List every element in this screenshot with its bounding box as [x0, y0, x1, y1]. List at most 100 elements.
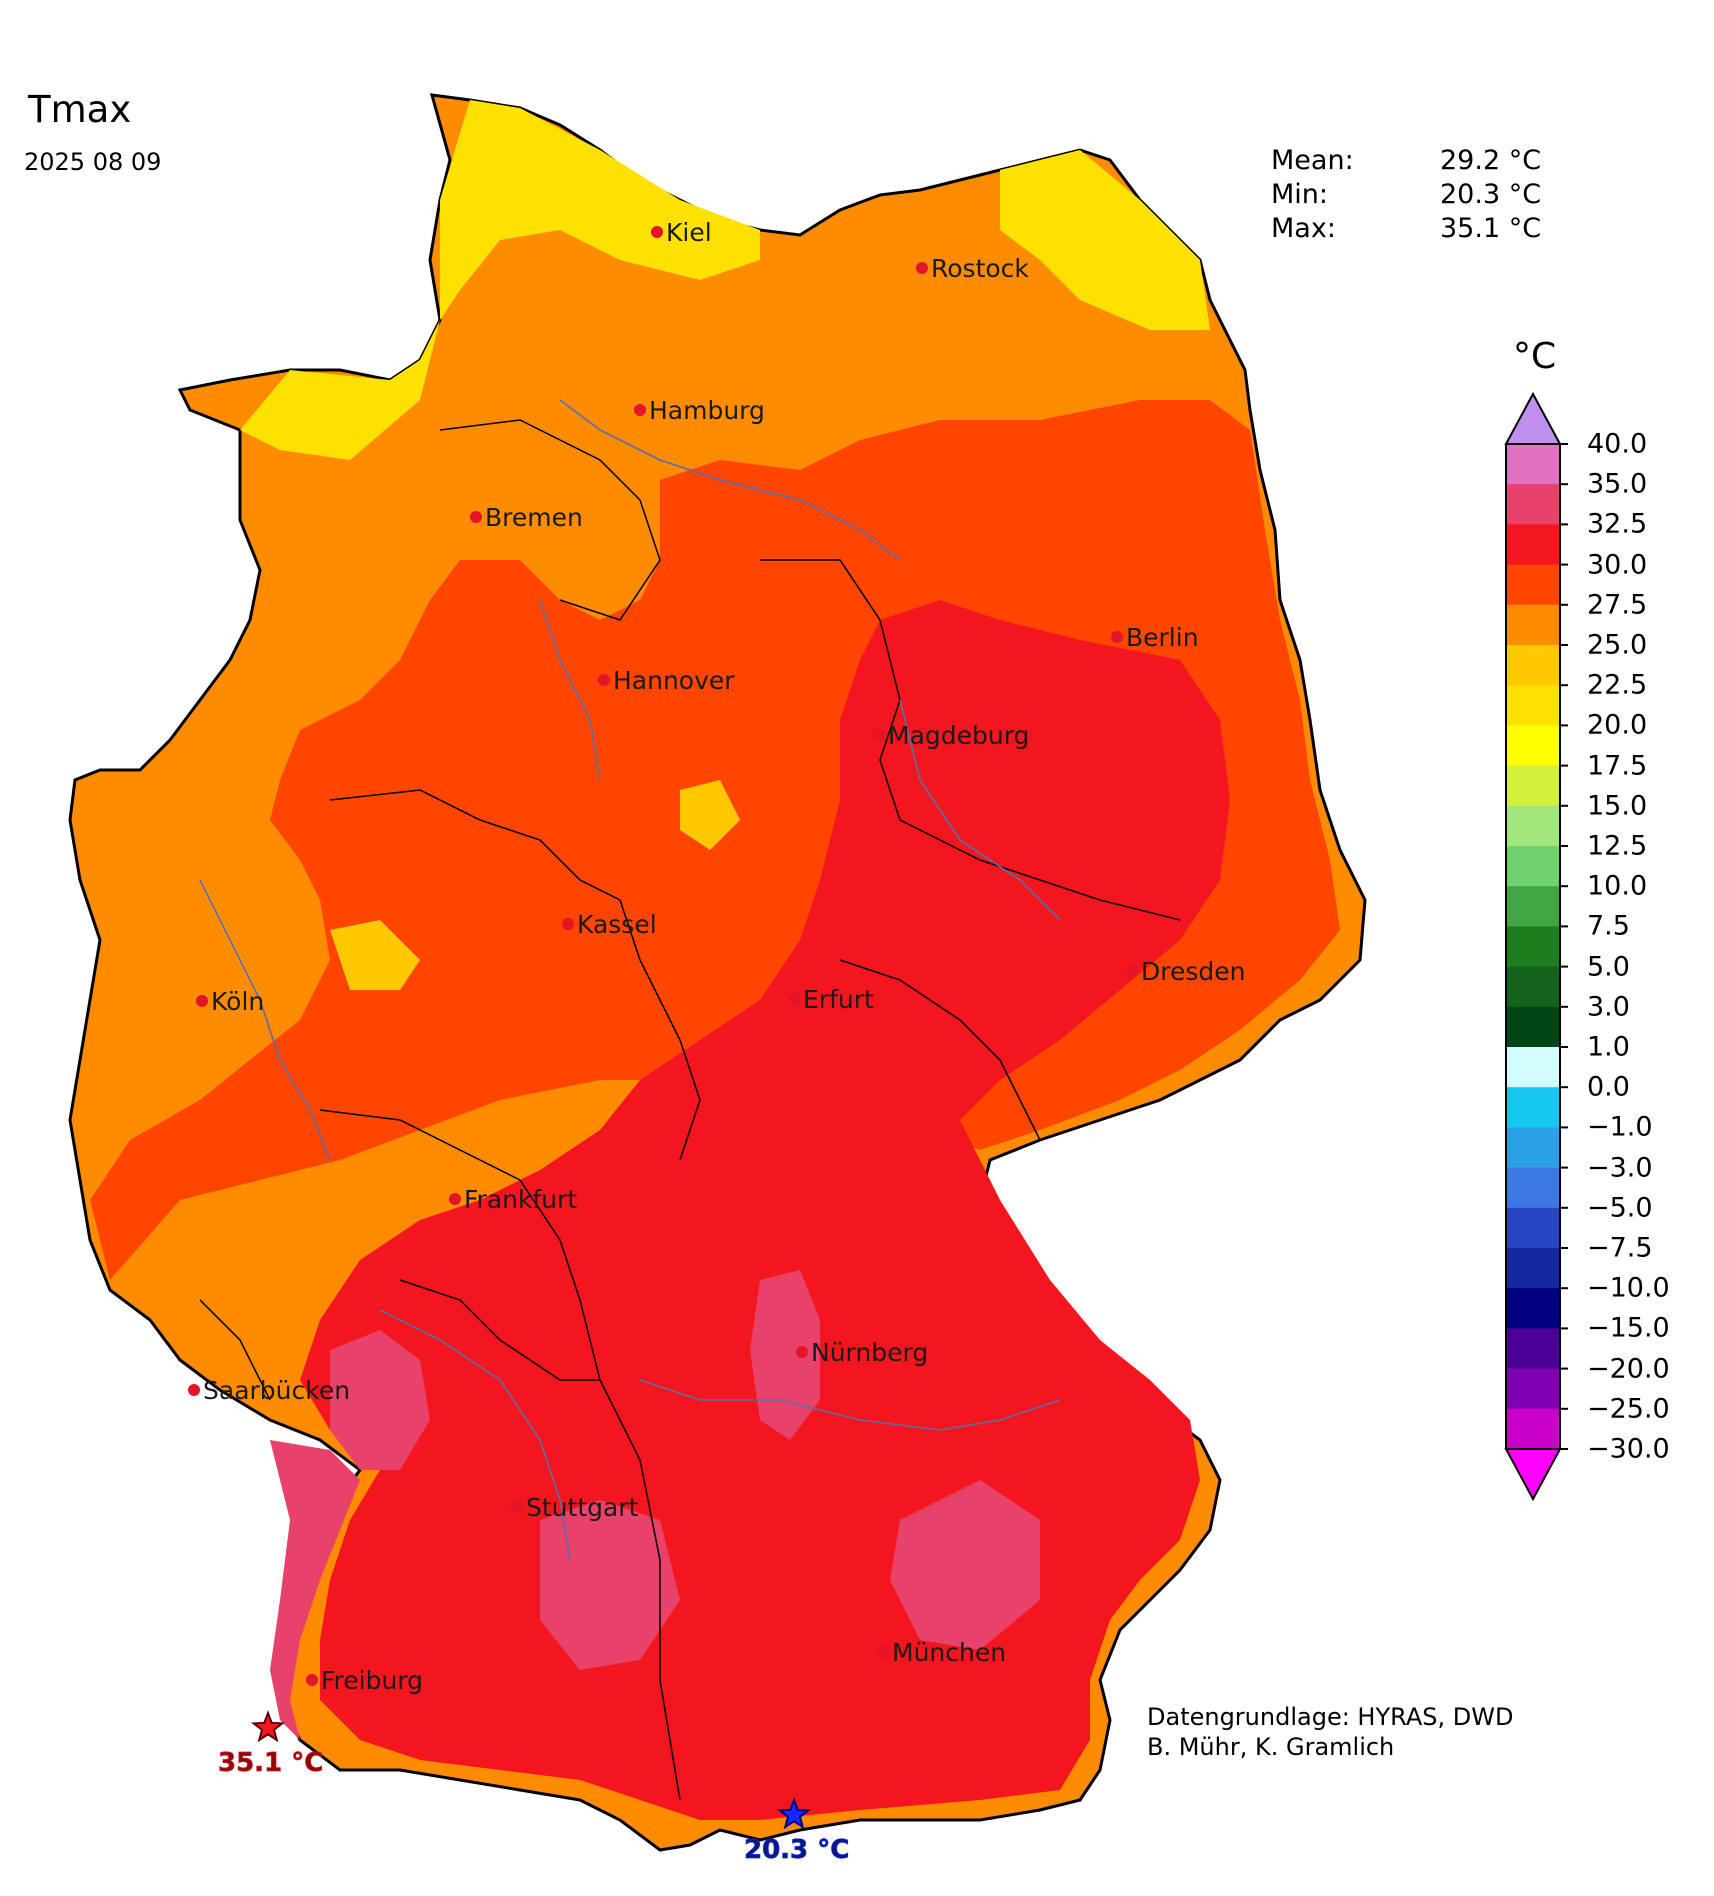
credits-source: Datengrundlage: HYRAS, DWD: [1147, 1703, 1514, 1731]
colorbar-tick-label: −30.0: [1587, 1433, 1670, 1465]
city-label: Nürnberg: [811, 1338, 928, 1367]
city-label: Magdeburg: [888, 721, 1029, 750]
colorbar-tick-label: 20.0: [1587, 709, 1648, 741]
colorbar-swatch: [1506, 1408, 1560, 1450]
map-title: Tmax: [28, 88, 132, 131]
colorbar-swatch: [1506, 564, 1560, 606]
city-label: Berlin: [1126, 623, 1199, 652]
colorbar-swatch: [1506, 1127, 1560, 1169]
city-label: Dresden: [1141, 957, 1245, 986]
colorbar-swatch: [1506, 524, 1560, 566]
colorbar-tick-label: −3.0: [1587, 1152, 1653, 1184]
city-label: Saarbücken: [203, 1376, 350, 1405]
city-label: Kiel: [666, 218, 712, 247]
colorbar-swatch: [1506, 966, 1560, 1008]
stat-max-value: 35.1 °C: [1440, 213, 1542, 244]
colorbar-tick-label: 3.0: [1587, 991, 1630, 1023]
city-marker: [634, 404, 646, 416]
city-marker: [877, 1646, 889, 1658]
city-label: Köln: [211, 987, 264, 1016]
colorbar-swatch: [1506, 444, 1560, 485]
colorbar-tick-label: 25.0: [1587, 629, 1648, 661]
stat-mean-value: 29.2 °C: [1440, 145, 1542, 176]
colorbar-swatch: [1506, 846, 1560, 887]
colorbar-tick-label: −20.0: [1587, 1353, 1670, 1385]
credits-authors: B. Mühr, K. Gramlich: [1147, 1733, 1395, 1761]
state-borders: [199, 419, 1181, 1801]
colorbar-tick-label: 35.0: [1587, 468, 1648, 500]
colorbar-tick-label: −5.0: [1587, 1192, 1653, 1224]
city-label: Bremen: [485, 503, 583, 532]
city-marker: [562, 918, 574, 930]
colorbar-swatch: [1506, 1006, 1560, 1048]
colorbar-swatch: [1506, 765, 1560, 807]
colorbar-tick-label: −1.0: [1587, 1111, 1653, 1143]
colorbar-unit: °C: [1513, 336, 1557, 377]
city-marker: [598, 674, 610, 686]
city-marker: [1111, 631, 1123, 643]
city-label: Hamburg: [649, 396, 765, 425]
colorbar-tick-label: 32.5: [1587, 508, 1648, 540]
colorbar-swatch: [1506, 1207, 1560, 1249]
max-value-label: 35.1 °C: [218, 1748, 323, 1778]
colorbar-tick-label: 0.0: [1587, 1071, 1630, 1103]
stat-mean-label: Mean:: [1271, 145, 1354, 176]
colorbar-swatch: [1506, 645, 1560, 686]
city-marker: [873, 729, 885, 741]
colorbar-tick-label: 7.5: [1587, 910, 1630, 942]
colorbar-swatch: [1506, 1047, 1560, 1088]
city-marker: [306, 1674, 318, 1686]
city-label: Freiburg: [321, 1666, 423, 1695]
city-marker: [788, 993, 800, 1005]
colorbar-frame: [1505, 443, 1561, 1450]
city-label: Frankfurt: [464, 1185, 577, 1214]
stat-max-label: Max:: [1271, 213, 1336, 244]
city-marker: [196, 995, 208, 1007]
city-marker: [1126, 965, 1138, 977]
colorbar-tick-label: 15.0: [1587, 790, 1648, 822]
city-label: Erfurt: [803, 985, 874, 1014]
colorbar-tick-label: 30.0: [1587, 549, 1648, 581]
colorbar-tick-label: 22.5: [1587, 669, 1648, 701]
colorbar-tick-label: 12.5: [1587, 830, 1648, 862]
colorbar-swatch: [1506, 1368, 1560, 1410]
city-marker: [651, 226, 663, 238]
colorbar: [1504, 391, 1568, 1502]
colorbar-tick-label: 17.5: [1587, 750, 1648, 782]
stat-min-label: Min:: [1271, 179, 1329, 210]
colorbar-swatch: [1506, 805, 1560, 847]
colorbar-tick-label: −10.0: [1587, 1272, 1670, 1304]
colorbar-swatch: [1506, 1288, 1560, 1329]
colorbar-tick-label: 1.0: [1587, 1031, 1630, 1063]
colorbar-swatch: [1506, 604, 1560, 646]
colorbar-swatch: [1506, 1248, 1560, 1289]
rivers: [199, 399, 1061, 1561]
colorbar-tick-label: 27.5: [1587, 589, 1648, 621]
min-star-icon: [776, 1797, 812, 1830]
city-marker: [188, 1384, 200, 1396]
colorbar-tick-label: −25.0: [1587, 1393, 1670, 1425]
city-label: Hannover: [613, 666, 735, 695]
city-label: Stuttgart: [526, 1493, 639, 1522]
colorbar-swatch: [1506, 926, 1560, 968]
colorbar-tick-label: 10.0: [1587, 870, 1648, 902]
colorbar-tick-label: −7.5: [1587, 1232, 1653, 1264]
colorbar-swatch: [1506, 1328, 1560, 1370]
stat-min-value: 20.3 °C: [1440, 179, 1542, 210]
city-marker: [916, 262, 928, 274]
colorbar-swatch: [1506, 484, 1560, 525]
colorbar-swatch: [1506, 725, 1560, 767]
colorbar-tick-label: 5.0: [1587, 951, 1630, 983]
city-label: Rostock: [931, 254, 1029, 283]
colorbar-swatch: [1506, 886, 1560, 927]
city-marker: [470, 511, 482, 523]
temperature-zones: [90, 100, 1340, 1820]
map-date: 2025 08 09: [24, 148, 162, 176]
colorbar-swatch: [1506, 1087, 1560, 1128]
max-star-icon: [250, 1710, 286, 1743]
colorbar-swatch: [1506, 685, 1560, 726]
colorbar-tick-label: 40.0: [1587, 428, 1648, 460]
city-marker: [796, 1346, 808, 1358]
city-label: München: [892, 1638, 1006, 1667]
